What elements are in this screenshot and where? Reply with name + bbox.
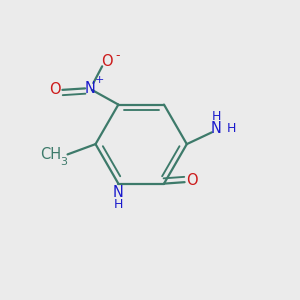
Text: -: - (116, 49, 120, 62)
Text: H: H (114, 198, 123, 211)
Text: 3: 3 (60, 158, 67, 167)
Text: H: H (212, 110, 221, 123)
Text: O: O (49, 82, 61, 97)
Text: N: N (113, 185, 124, 200)
Text: O: O (186, 173, 198, 188)
Text: +: + (95, 75, 104, 85)
Text: O: O (101, 54, 112, 69)
Text: N: N (211, 121, 222, 136)
Text: N: N (85, 81, 96, 96)
Text: CH: CH (40, 147, 62, 162)
Text: H: H (226, 122, 236, 135)
